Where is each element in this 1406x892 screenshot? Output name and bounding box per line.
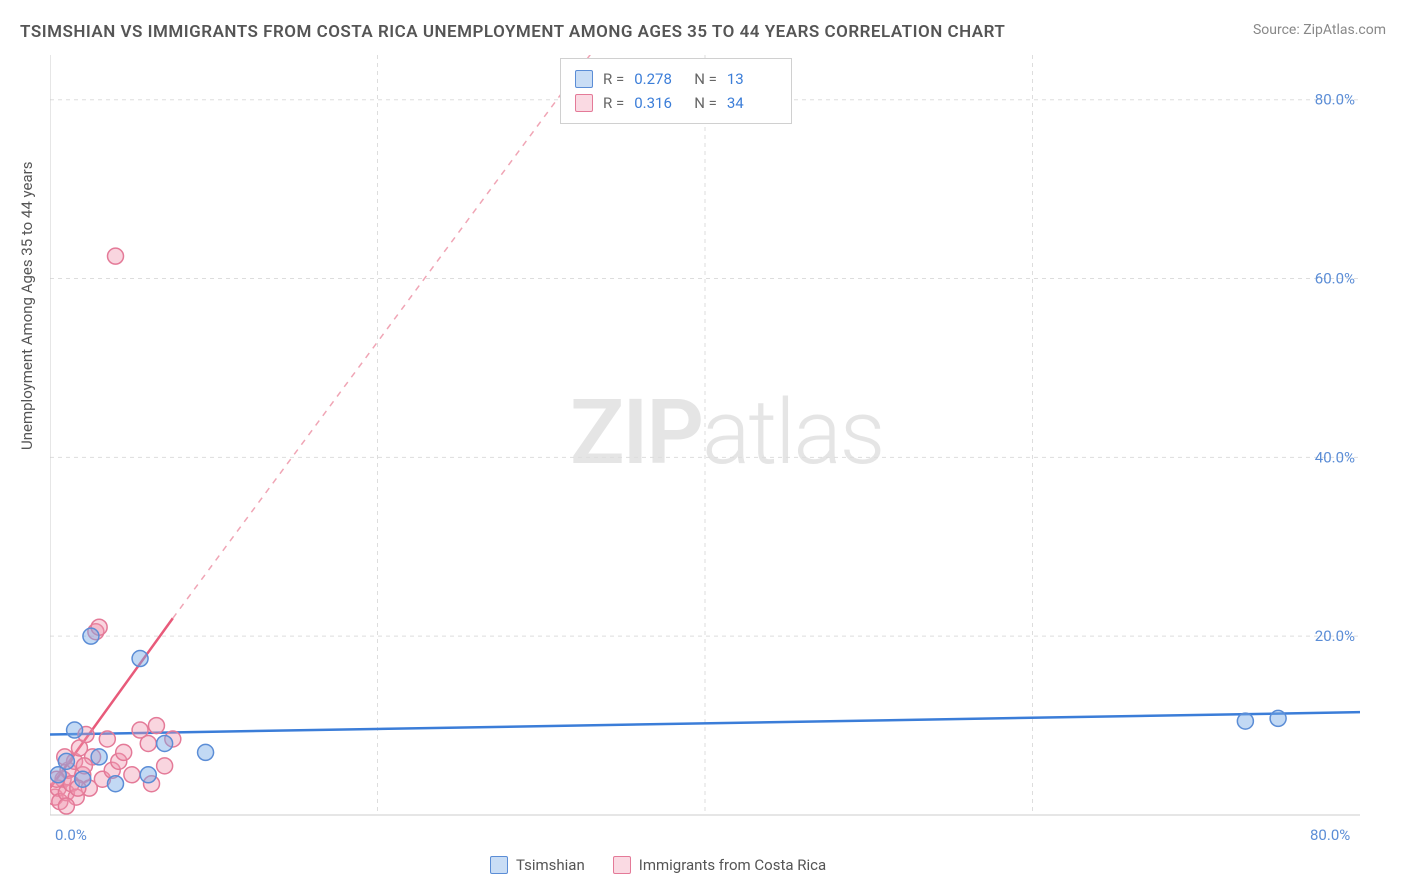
data-point-blue (91, 749, 107, 765)
legend-label-blue: Tsimshian (516, 856, 585, 874)
source-attribution: Source: ZipAtlas.com (1253, 22, 1386, 38)
r-label: R = (603, 67, 624, 91)
data-point-blue (1270, 710, 1286, 726)
chart-title: TSIMSHIAN VS IMMIGRANTS FROM COSTA RICA … (20, 22, 1005, 42)
data-point-pink (140, 735, 156, 751)
legend-item-pink: Immigrants from Costa Rica (613, 856, 826, 874)
r-value-pink: 0.316 (634, 91, 684, 115)
n-label: N = (694, 91, 717, 115)
data-point-blue (108, 776, 124, 792)
legend-label-pink: Immigrants from Costa Rica (639, 856, 826, 874)
data-point-blue (157, 735, 173, 751)
stats-row-pink: R = 0.316 N = 34 (575, 91, 777, 115)
data-point-blue (132, 651, 148, 667)
svg-text:80.0%: 80.0% (1310, 826, 1350, 844)
data-point-pink (157, 758, 173, 774)
data-point-blue (140, 767, 156, 783)
legend: Tsimshian Immigrants from Costa Rica (490, 856, 826, 874)
data-point-pink (116, 744, 132, 760)
swatch-pink-icon (575, 94, 593, 112)
data-point-blue (198, 744, 214, 760)
scatter-plot: 20.0% 40.0% 60.0% 80.0% 0.0% 80.0% (50, 55, 1385, 845)
chart-container: TSIMSHIAN VS IMMIGRANTS FROM COSTA RICA … (0, 0, 1406, 892)
swatch-pink-icon (613, 856, 631, 874)
swatch-blue-icon (490, 856, 508, 874)
data-point-blue (83, 628, 99, 644)
swatch-blue-icon (575, 70, 593, 88)
data-point-pink (124, 767, 140, 783)
data-point-pink (99, 731, 115, 747)
svg-text:0.0%: 0.0% (55, 826, 87, 844)
data-point-pink (58, 798, 74, 814)
n-value-pink: 34 (727, 91, 777, 115)
stats-row-blue: R = 0.278 N = 13 (575, 67, 777, 91)
data-point-blue (58, 753, 74, 769)
data-point-blue (75, 771, 91, 787)
svg-text:80.0%: 80.0% (1315, 91, 1355, 109)
r-label: R = (603, 91, 624, 115)
stats-panel: R = 0.278 N = 13 R = 0.316 N = 34 (560, 58, 792, 124)
data-point-blue (1237, 713, 1253, 729)
n-value-blue: 13 (727, 67, 777, 91)
data-point-pink (108, 248, 124, 264)
svg-text:60.0%: 60.0% (1315, 270, 1355, 288)
n-label: N = (694, 67, 717, 91)
legend-item-blue: Tsimshian (490, 856, 585, 874)
y-axis-label: Unemployment Among Ages 35 to 44 years (18, 162, 36, 450)
data-point-blue (67, 722, 83, 738)
data-point-pink (148, 718, 164, 734)
svg-text:40.0%: 40.0% (1315, 448, 1355, 466)
r-value-blue: 0.278 (634, 67, 684, 91)
svg-text:20.0%: 20.0% (1315, 627, 1355, 645)
